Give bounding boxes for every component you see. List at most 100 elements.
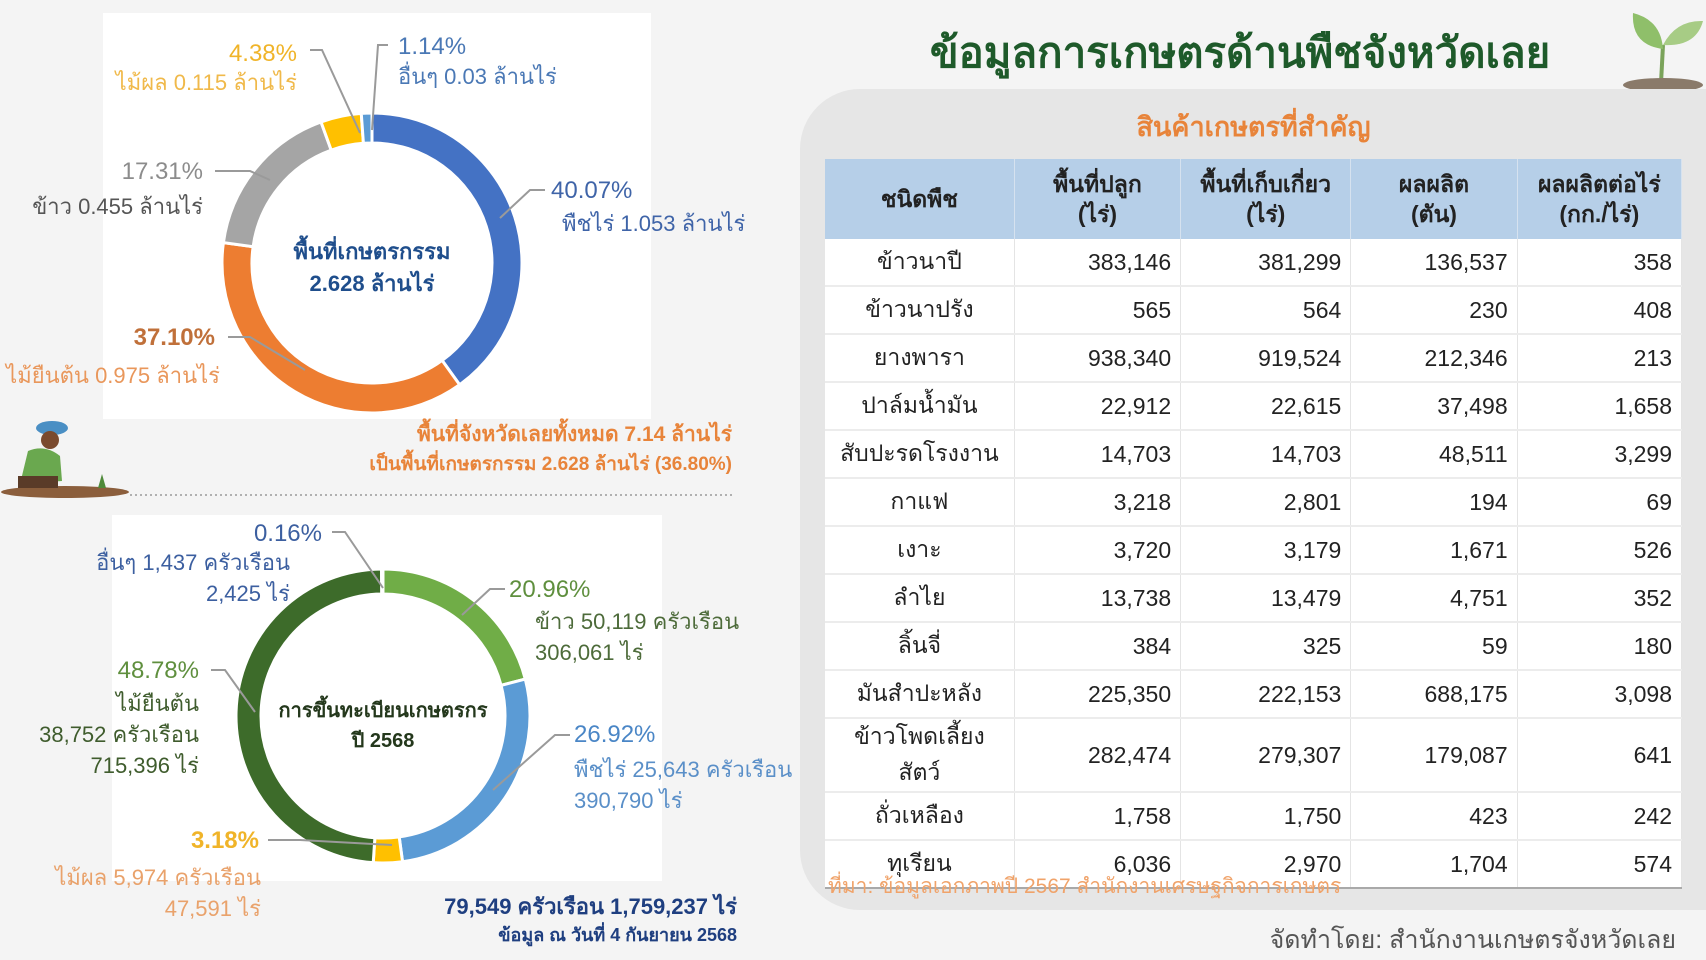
cell-value: 358 [1517, 239, 1683, 287]
cell-value: 526 [1517, 526, 1683, 575]
d2-footer: 79,549 ครัวเรือน 1,759,237 ไร่ ข้อมูล ณ … [444, 892, 737, 948]
cell-value: 352 [1517, 574, 1683, 623]
donut-slice-4 [359, 111, 374, 145]
label-line: ไม้ผล 5,974 ครัวเรือน [55, 865, 261, 890]
d1-pct-other: 1.14% [398, 33, 467, 60]
table-title: สินค้าเกษตรที่สำคัญ [1136, 112, 1371, 142]
table-row: มันสำปะหลัง 225,350 222,153 688,175 3,098 [825, 670, 1683, 719]
footer-total-area: พื้นที่จังหวัดเลยทั้งหมด 7.14 ล้านไร่ [416, 423, 732, 446]
cell-value: 384 [1014, 622, 1182, 671]
cell-value: 225,350 [1014, 670, 1182, 719]
label-line: 47,591 ไร่ [164, 896, 261, 921]
cell-value: 69 [1517, 478, 1683, 527]
column-header: พื้นที่เก็บเกี่ยว (ไร่) [1180, 159, 1352, 239]
cell-value: 222,153 [1180, 670, 1352, 719]
cell-value: 179,087 [1350, 718, 1518, 793]
header-text: (กก./ไร่) [1559, 201, 1640, 227]
cell-value: 1,750 [1180, 792, 1352, 841]
header-text: (ตัน) [1410, 201, 1457, 227]
table-row: ข้าวโพดเลี้ยงสัตว์ 282,474 279,307 179,087 6… [825, 718, 1683, 793]
table-row: สับปะรดโรงงาน 14,703 14,703 48,511 3,299 [825, 430, 1683, 479]
d2-pct-perennial: 48.78% [117, 657, 199, 684]
cell-value: 381,299 [1180, 239, 1352, 287]
table-row: เงาะ 3,720 3,179 1,671 526 [825, 526, 1683, 575]
cell-value: 408 [1517, 286, 1683, 335]
cell-value: 641 [1517, 718, 1683, 793]
crop-name: ข้าวนาปรัง [825, 286, 1015, 335]
cell-value: 4,751 [1350, 574, 1518, 623]
cell-value: 6,036 [1014, 840, 1182, 889]
label-line: ข้าว 50,119 ครัวเรือน [535, 609, 740, 634]
leader-lines [211, 44, 570, 846]
donut-slice-2 [371, 835, 405, 865]
cell-value: 194 [1350, 478, 1518, 527]
table-row: ลำไย 13,738 13,479 4,751 352 [825, 574, 1683, 623]
center-line-2: ปี 2568 [351, 730, 415, 752]
table-row: ข้าวนาปรัง 565 564 230 408 [825, 286, 1683, 335]
center-line-2: 2.628 ล้านไร่ [309, 271, 435, 296]
d2-pct-other: 0.16% [253, 520, 322, 547]
table-row: ลิ้นจี่ 384 325 59 180 [825, 622, 1683, 671]
cell-value: 3,218 [1014, 478, 1182, 527]
cell-value: 22,615 [1180, 382, 1352, 431]
d1-footer: พื้นที่จังหวัดเลยทั้งหมด 7.14 ล้านไร่ เป… [369, 420, 732, 480]
d2-label-fruit: ไม้ผล 5,974 ครัวเรือน 47,591 ไร่ [55, 862, 261, 924]
donut-area [220, 111, 524, 415]
crop-name: ยางพารา [825, 334, 1015, 383]
donut-slice-4 [380, 567, 385, 596]
center-line-1: พื้นที่เกษตรกรรม [293, 239, 451, 264]
crop-name: ข้าวนาปี [825, 239, 1015, 287]
label-line: 715,396 ไร่ [90, 753, 199, 778]
cell-value: 1,704 [1350, 840, 1518, 889]
seedling-icon [1623, 13, 1703, 91]
d1-label-other: อื่นๆ 0.03 ล้านไร่ [398, 64, 557, 89]
footer-total-farmers: 79,549 ครัวเรือน 1,759,237 ไร่ [444, 894, 737, 919]
area-chart-panel [103, 13, 651, 419]
cell-value: 2,801 [1180, 478, 1352, 527]
crop-name: เงาะ [825, 526, 1015, 575]
cell-value: 3,098 [1517, 670, 1683, 719]
cell-value: 1,758 [1014, 792, 1182, 841]
donut-farmers [234, 567, 532, 865]
cell-value: 282,474 [1014, 718, 1182, 793]
header-text: (ไร่) [1246, 201, 1286, 227]
cell-value: 48,511 [1350, 430, 1518, 479]
label-line: ไม้ยืนต้น [116, 691, 199, 716]
cell-value: 2,970 [1180, 840, 1352, 889]
d1-label-rice: ข้าว 0.455 ล้านไร่ [32, 194, 203, 219]
table-row: ทุเรียน 6,036 2,970 1,704 574 [825, 840, 1683, 889]
cell-value: 213 [1517, 334, 1683, 383]
cell-value: 136,537 [1350, 239, 1518, 287]
label-line: 38,752 ครัวเรือน [39, 722, 199, 747]
table-row: กาแฟ 3,218 2,801 194 69 [825, 478, 1683, 527]
d1-label-field: พืชไร่ 1.053 ล้านไร่ [562, 211, 746, 236]
table-row: ถั่วเหลือง 1,758 1,750 423 242 [825, 792, 1683, 841]
crop-name: ลิ้นจี่ [825, 622, 1015, 671]
cell-value: 565 [1014, 286, 1182, 335]
credit: จัดทำโดย: สำนักงานเกษตรจังหวัดเลย [1269, 926, 1676, 954]
cell-value: 688,175 [1350, 670, 1518, 719]
d1-label-perennial: ไม้ยืนต้น 0.975 ล้านไร่ [6, 363, 220, 388]
d1-label-fruit: ไม้ผล 0.115 ล้านไร่ [115, 70, 297, 95]
header-text: ผลผลิตต่อไร่ [1537, 171, 1661, 197]
cell-value: 3,179 [1180, 526, 1352, 575]
header-text: (ไร่) [1077, 201, 1118, 227]
d2-pct-field: 26.92% [574, 721, 656, 748]
label-line: พืชไร่ 25,643 ครัวเรือน [574, 757, 793, 782]
header-text: พื้นที่ปลูก [1053, 171, 1142, 197]
crop-name: มันสำปะหลัง [825, 670, 1015, 719]
cell-value: 230 [1350, 286, 1518, 335]
cell-value: 423 [1350, 792, 1518, 841]
cell-value: 3,720 [1014, 526, 1182, 575]
d2-label-rice: ข้าว 50,119 ครัวเรือน 306,061 ไร่ [535, 606, 739, 668]
label-line: 2,425 ไร่ [205, 581, 290, 606]
cell-value: 3,299 [1517, 430, 1683, 479]
column-header: พื้นที่ปลูก (ไร่) [1014, 159, 1182, 239]
column-header: ผลผลิต (ตัน) [1350, 159, 1518, 239]
cell-value: 14,703 [1014, 430, 1182, 479]
crop-name: ปาล์มน้ำมัน [825, 382, 1015, 431]
label-line: 306,061 ไร่ [535, 640, 644, 665]
label-line: อื่นๆ 1,437 ครัวเรือน [96, 550, 290, 575]
header-text: ผลผลิต [1398, 171, 1469, 197]
